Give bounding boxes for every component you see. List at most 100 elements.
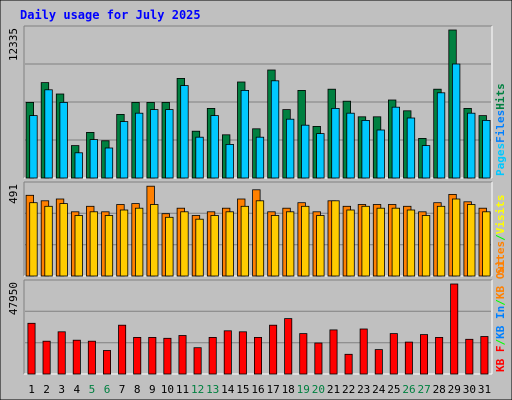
day-label-20: 20 bbox=[312, 383, 325, 396]
legend-entry: Visits bbox=[494, 195, 507, 235]
day-label-26: 26 bbox=[402, 383, 415, 396]
bar-kb-f-day-11 bbox=[178, 335, 187, 375]
bar-pages-day-20 bbox=[316, 133, 325, 179]
day-label-10: 10 bbox=[161, 383, 174, 396]
bar-pages-day-13 bbox=[210, 115, 219, 179]
bar-sites-day-18 bbox=[285, 211, 295, 277]
bar-kb-f-day-3 bbox=[57, 331, 66, 375]
day-label-5: 5 bbox=[89, 383, 96, 396]
legend-entry: Sites bbox=[494, 241, 507, 274]
day-labels: 1 2 3 4 5 6 7 8 9 10 11 12 13 14 15 16 17 18 19 20 21 22 23 24 2… bbox=[28, 383, 491, 396]
bar-kb-f-day-22 bbox=[344, 353, 353, 375]
bar-pages-day-10 bbox=[165, 109, 174, 179]
chart-title: Daily usage for July 2025 bbox=[20, 8, 201, 22]
bar-kb-f-day-4 bbox=[72, 339, 81, 375]
day-label-30: 30 bbox=[463, 383, 476, 396]
bar-kb-f-day-20 bbox=[314, 342, 323, 375]
day-label-31: 31 bbox=[478, 383, 491, 396]
bar-kb-f-day-8 bbox=[133, 336, 142, 375]
day-label-6: 6 bbox=[104, 383, 111, 396]
bar-pages-day-16 bbox=[255, 136, 265, 179]
bar-sites-day-25 bbox=[391, 207, 401, 277]
bar-kb-f-day-10 bbox=[163, 337, 172, 375]
panel-max-label: 47950 bbox=[7, 282, 20, 315]
bar-sites-day-17 bbox=[270, 215, 280, 277]
bar-sites-day-21 bbox=[331, 200, 340, 277]
day-label-14: 14 bbox=[221, 383, 235, 396]
bar-kb-f-day-19 bbox=[299, 333, 308, 375]
bar-sites-day-15 bbox=[240, 205, 250, 277]
day-label-28: 28 bbox=[433, 383, 446, 396]
day-label-18: 18 bbox=[282, 383, 295, 396]
bar-sites-day-2 bbox=[44, 205, 53, 277]
bar-kb-f-day-24 bbox=[374, 349, 383, 375]
day-label-24: 24 bbox=[372, 383, 386, 396]
day-label-9: 9 bbox=[149, 383, 156, 396]
bar-sites-day-27 bbox=[421, 215, 431, 277]
bar-sites-day-30 bbox=[467, 204, 476, 277]
bar-pages-day-22 bbox=[346, 112, 355, 179]
day-label-4: 4 bbox=[73, 383, 80, 396]
panel-max-label: 491 bbox=[7, 184, 20, 204]
day-label-2: 2 bbox=[43, 383, 50, 396]
legend-entry: / bbox=[494, 339, 507, 346]
bar-pages-day-12 bbox=[195, 136, 204, 179]
bar-kb-f-day-2 bbox=[42, 340, 51, 375]
bar-pages-day-26 bbox=[406, 117, 416, 179]
bar-sites-day-23 bbox=[361, 205, 370, 277]
bar-sites-day-12 bbox=[195, 218, 204, 277]
panel-legend: Sites/Visits bbox=[494, 195, 507, 275]
bar-sites-day-28 bbox=[436, 205, 446, 277]
bar-sites-day-7 bbox=[119, 209, 129, 277]
bar-pages-day-15 bbox=[240, 90, 250, 179]
bar-kb-f-day-7 bbox=[118, 324, 127, 375]
legend-entry: KB Out bbox=[494, 259, 507, 299]
bar-kb-f-day-12 bbox=[193, 347, 202, 375]
bar-sites-day-26 bbox=[406, 209, 416, 277]
legend-entry: Files bbox=[494, 110, 507, 143]
bar-sites-day-20 bbox=[316, 215, 325, 277]
bar-kb-f-day-6 bbox=[103, 350, 112, 375]
chart-panels: 12335PagesFilesHits491Sites/Visits47950K… bbox=[7, 25, 507, 375]
day-label-15: 15 bbox=[236, 383, 249, 396]
bar-pages-day-25 bbox=[391, 106, 401, 179]
bar-pages-day-2 bbox=[44, 89, 53, 179]
legend-entry: Hits bbox=[494, 83, 507, 110]
bar-kb-f-day-30 bbox=[465, 338, 474, 375]
bar-kb-f-day-31 bbox=[480, 336, 489, 375]
day-label-8: 8 bbox=[134, 383, 141, 396]
panel-hits-files-pages: 12335 PagesFilesHits bbox=[7, 25, 507, 179]
bar-pages-day-14 bbox=[225, 143, 234, 179]
bar-pages-day-27 bbox=[421, 145, 431, 179]
bar-kb-f-day-28 bbox=[435, 336, 444, 375]
bar-pages-day-9 bbox=[150, 109, 159, 179]
legend-entry: KB F bbox=[494, 346, 507, 373]
bar-sites-day-14 bbox=[225, 211, 234, 277]
day-label-3: 3 bbox=[58, 383, 65, 396]
bar-pages-day-19 bbox=[301, 124, 310, 179]
day-label-19: 19 bbox=[297, 383, 310, 396]
day-label-16: 16 bbox=[251, 383, 264, 396]
bar-kb-f-day-14 bbox=[223, 330, 232, 375]
panel-visits-sites: 491 Sites/Visits bbox=[7, 181, 507, 277]
bar-pages-day-28 bbox=[436, 92, 446, 179]
bar-sites-day-1 bbox=[29, 202, 38, 277]
legend-entry: KB In bbox=[494, 306, 507, 339]
bar-sites-day-8 bbox=[134, 207, 144, 277]
bar-kb-f-day-17 bbox=[269, 324, 278, 375]
bar-kb-f-day-27 bbox=[419, 334, 428, 375]
bar-sites-day-4 bbox=[74, 215, 83, 277]
bar-sites-day-16 bbox=[255, 200, 265, 277]
bar-sites-day-9 bbox=[150, 204, 159, 277]
bar-sites-day-3 bbox=[59, 203, 68, 277]
day-label-21: 21 bbox=[327, 383, 340, 396]
bar-pages-day-30 bbox=[467, 112, 476, 179]
legend-entry: / bbox=[494, 299, 507, 306]
day-label-1: 1 bbox=[28, 383, 35, 396]
bar-sites-day-19 bbox=[301, 205, 310, 277]
bar-pages-day-3 bbox=[59, 102, 68, 179]
bar-sites-day-11 bbox=[180, 211, 189, 277]
